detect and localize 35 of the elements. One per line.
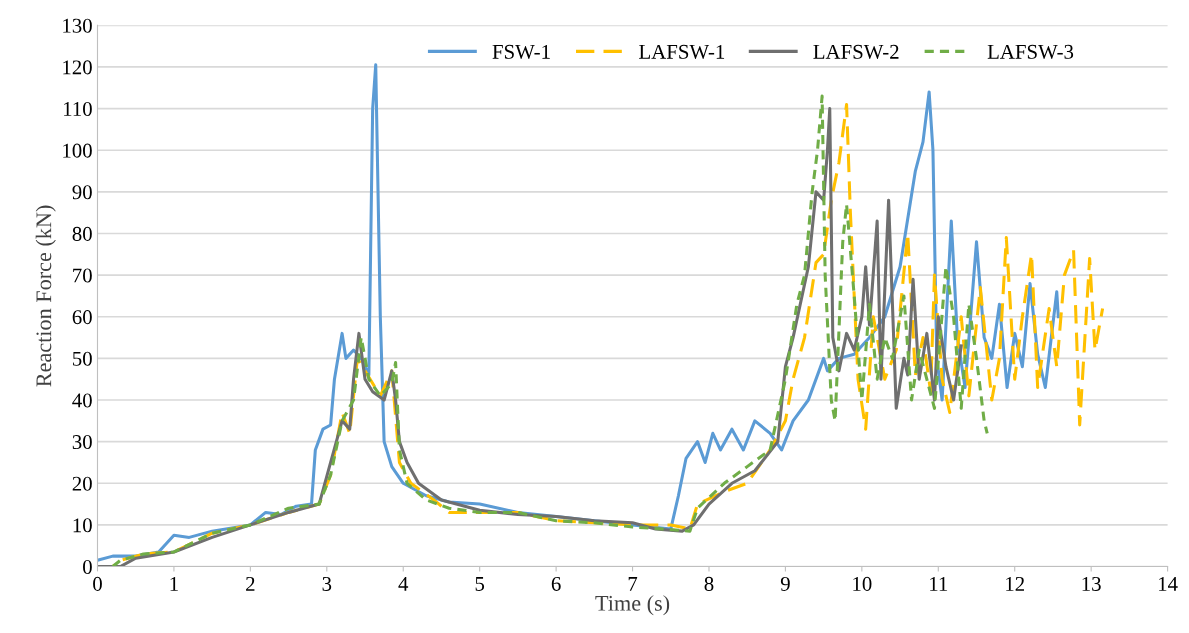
legend-label: LAFSW-3 [987,44,1074,59]
x-tick-label: 5 [475,577,485,591]
y-tick-label: 10 [73,518,92,533]
x-tick-label: 1 [170,576,178,591]
y-tick-label: 120 [63,60,92,75]
legend-label: FSW-1 [492,44,550,59]
x-tick-label: 6 [551,576,561,591]
y-tick-label: 80 [72,226,92,241]
x-axis-title: Time (s) [595,595,670,616]
y-tick-label: 100 [63,143,92,158]
x-tick-label: 3 [322,576,332,591]
x-tick-label: 10 [853,576,872,591]
legend-label: LAFSW-2 [813,44,899,59]
x-tick-label: 14 [1159,576,1178,591]
legend-label: LAFSW-1 [639,44,725,59]
y-axis-title: Reaction Force (kN) [35,205,56,387]
y-tick-label: 20 [72,476,92,491]
y-tick-label: 0 [83,559,92,574]
x-tick-label: 2 [246,576,255,591]
y-tick-label: 60 [72,310,92,325]
y-tick-label: 90 [72,185,92,200]
y-tick-label: 70 [73,268,92,283]
x-tick-label: 8 [704,576,714,591]
y-tick-label: 40 [72,393,92,408]
x-tick-label: 0 [93,576,102,591]
x-tick-label: 4 [398,577,409,591]
x-tick-label: 13 [1082,576,1101,591]
x-tick-label: 7 [628,577,638,591]
y-tick-label: 30 [72,435,92,450]
y-tick-label: 110 [64,101,92,117]
x-tick-label: 9 [780,576,790,591]
y-tick-label: 50 [73,351,92,366]
x-tick-label: 12 [1006,576,1024,591]
y-tick-label: 130 [63,18,92,33]
x-tick-label: 11 [930,576,948,591]
